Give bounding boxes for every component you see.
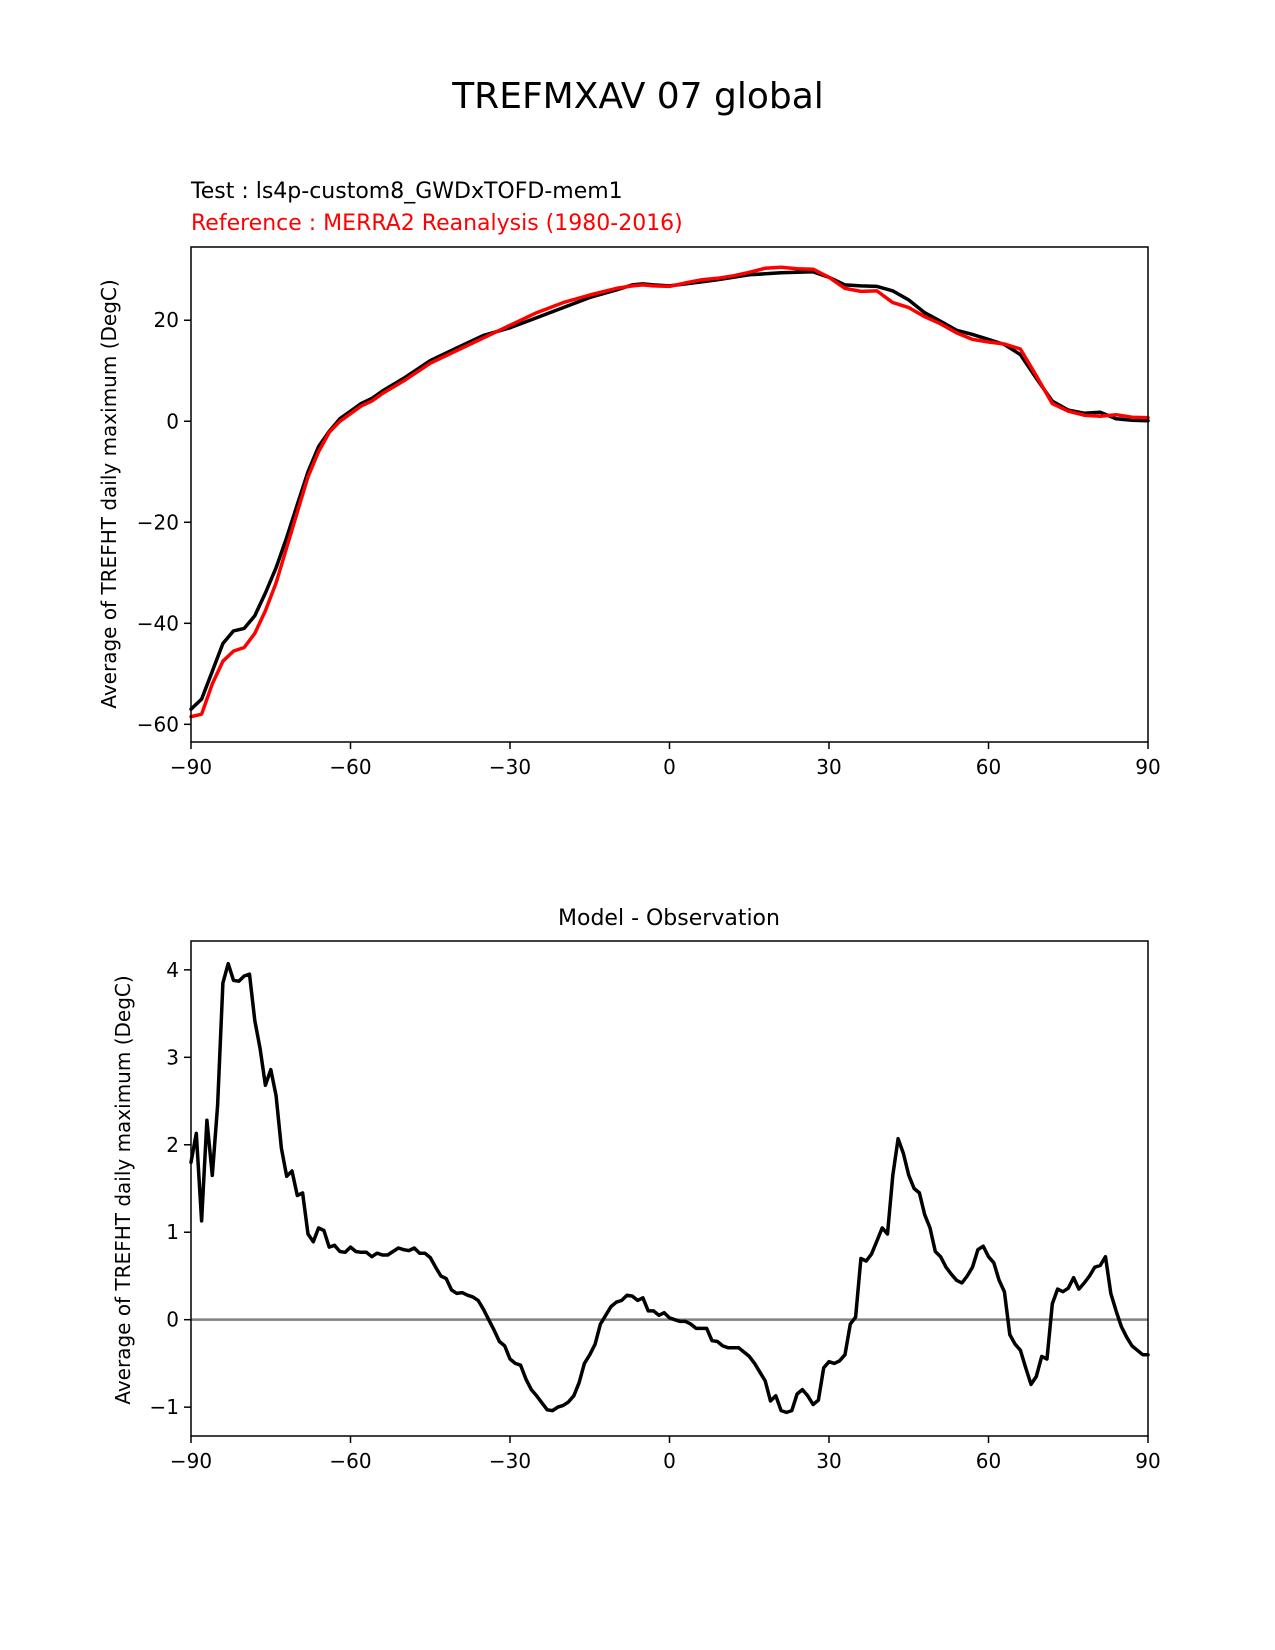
x-tick-label: 90 bbox=[1135, 1449, 1160, 1473]
bottom-title: Model - Observation bbox=[558, 906, 780, 931]
top-panel: Test : ls4p-custom8_GWDxTOFD-mem1 Refere… bbox=[97, 179, 1161, 779]
y-tick-label: 0 bbox=[166, 409, 179, 433]
x-tick-label: −90 bbox=[170, 1449, 212, 1473]
x-tick-label: −90 bbox=[170, 755, 212, 779]
y-tick-label: 1 bbox=[166, 1220, 179, 1244]
y-tick-label: 3 bbox=[166, 1045, 179, 1069]
bottom-panel: Model - Observation Average of TREFHT da… bbox=[111, 906, 1161, 1473]
figure-title: TREFMXAV 07 global bbox=[451, 76, 824, 117]
x-tick-label: −30 bbox=[489, 755, 531, 779]
y-tick-label: −60 bbox=[137, 712, 179, 736]
reference-label: Reference : MERRA2 Reanalysis (1980-2016… bbox=[191, 211, 683, 236]
axes-frame bbox=[190, 940, 1149, 1437]
y-tick-label: 0 bbox=[166, 1308, 179, 1332]
top-plot-area: −90 −60 −30 0 30 60 90 −60 −40 −20 0 20 bbox=[137, 246, 1161, 779]
y-tick-label: −20 bbox=[137, 510, 179, 534]
y-tick-label: −40 bbox=[137, 611, 179, 635]
x-tick-label: −60 bbox=[329, 755, 371, 779]
x-tick-label: 60 bbox=[976, 1449, 1001, 1473]
y-tick-label: −1 bbox=[150, 1395, 179, 1419]
series-line-reference bbox=[189, 265, 1150, 719]
x-tick-label: −30 bbox=[489, 1449, 531, 1473]
x-tick-label: 0 bbox=[663, 755, 676, 779]
series-line-test bbox=[189, 270, 1150, 711]
y-tick-label: 4 bbox=[166, 958, 179, 982]
axes-frame bbox=[190, 246, 1149, 743]
bottom-plot-area: −90 −60 −30 0 30 60 90 −1 0 1 2 3 4 bbox=[150, 940, 1161, 1473]
series-line-model-observation bbox=[189, 961, 1150, 1415]
x-tick-label: −60 bbox=[329, 1449, 371, 1473]
x-tick-label: 60 bbox=[976, 755, 1001, 779]
x-tick-label: 0 bbox=[663, 1449, 676, 1473]
x-tick-label: 30 bbox=[816, 1449, 841, 1473]
x-tick-label: 30 bbox=[816, 755, 841, 779]
x-tick-label: 90 bbox=[1135, 755, 1160, 779]
y-tick-label: 2 bbox=[166, 1133, 179, 1157]
top-ylabel: Average of TREFHT daily maximum (DegC) bbox=[97, 279, 121, 708]
test-label: Test : ls4p-custom8_GWDxTOFD-mem1 bbox=[190, 179, 623, 204]
y-tick-label: 20 bbox=[154, 308, 179, 332]
bottom-ylabel: Average of TREFHT daily maximum (DegC) bbox=[111, 975, 135, 1404]
